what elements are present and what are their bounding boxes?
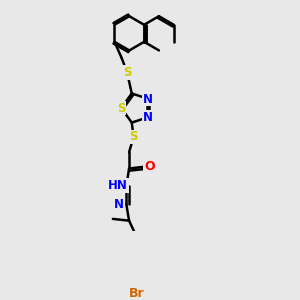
Text: S: S	[123, 66, 131, 79]
Text: S: S	[129, 130, 138, 143]
Text: S: S	[117, 101, 125, 115]
Text: N: N	[114, 198, 124, 211]
Text: O: O	[145, 160, 155, 173]
Text: N: N	[143, 92, 153, 106]
Text: N: N	[143, 110, 153, 124]
Text: Br: Br	[128, 287, 144, 300]
Text: HN: HN	[108, 179, 128, 192]
